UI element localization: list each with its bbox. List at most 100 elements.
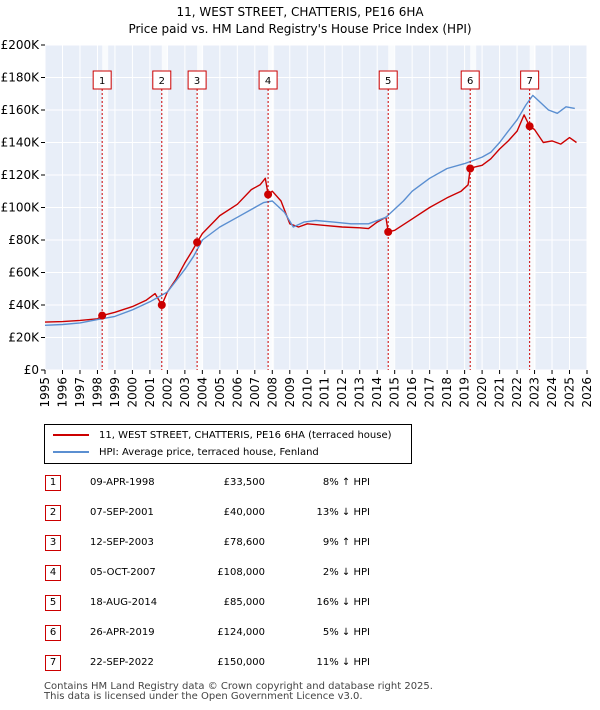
sale-markers: 1 2 3 4 5 6 7 bbox=[92, 70, 540, 370]
x-tick-label-2012: 2012 bbox=[335, 377, 349, 408]
x-tick-label-1995: 1995 bbox=[38, 377, 52, 408]
sale-label-6: 6 bbox=[467, 76, 473, 87]
sale-highlight-7 bbox=[529, 45, 536, 370]
x-tick-label-2023: 2023 bbox=[528, 377, 542, 408]
sale-price: £108,000 bbox=[217, 567, 265, 578]
legend-item-hpi: HPI: Average price, terraced house, Fenl… bbox=[53, 446, 319, 460]
x-tick-label-2019: 2019 bbox=[458, 377, 472, 408]
x-tick-label-2018: 2018 bbox=[440, 377, 454, 408]
sale-label-box-4 bbox=[258, 70, 278, 90]
x-tick-label-2025: 2025 bbox=[563, 377, 577, 408]
sale-price: £40,000 bbox=[223, 507, 265, 518]
y-tick-label-80000: £80K bbox=[8, 233, 40, 247]
legend: 11, WEST STREET, CHATTERIS, PE16 6HA (te… bbox=[44, 424, 412, 464]
sale-hpi-diff: 16% ↓ HPI bbox=[316, 597, 370, 608]
sale-highlight-4 bbox=[268, 45, 275, 370]
sale-hpi-diff: 9% ↑ HPI bbox=[322, 537, 370, 548]
x-tick-label-2001: 2001 bbox=[143, 377, 157, 408]
sale-price: £33,500 bbox=[223, 477, 265, 488]
x-tick-label-2002: 2002 bbox=[160, 377, 174, 408]
sale-date: 12-SEP-2003 bbox=[90, 537, 154, 548]
x-tick-label-2011: 2011 bbox=[318, 377, 332, 408]
series-line-hpi bbox=[44, 94, 575, 326]
y-tick-label-160000: £160K bbox=[1, 103, 41, 117]
x-tick-label-2020: 2020 bbox=[475, 377, 489, 408]
y-tick-label-140000: £140K bbox=[1, 136, 41, 150]
x-tick-label-2021: 2021 bbox=[493, 377, 507, 408]
x-tick-label-2017: 2017 bbox=[423, 377, 437, 408]
price-chart: 11, WEST STREET, CHATTERIS, PE16 6HA Pri… bbox=[1, 5, 594, 408]
sale-price: £85,000 bbox=[223, 597, 265, 608]
sale-point-4 bbox=[264, 190, 273, 199]
legend-label-hpi: HPI: Average price, terraced house, Fenl… bbox=[99, 447, 319, 458]
x-tick-label-2026: 2026 bbox=[580, 377, 594, 408]
y-tick-label-200000: £200K bbox=[1, 38, 41, 52]
sale-label-box-6 bbox=[460, 70, 480, 90]
sale-price: £78,600 bbox=[223, 537, 265, 548]
y-tick-label-0: £0 bbox=[24, 363, 39, 377]
sale-highlight-5 bbox=[388, 45, 395, 370]
sale-point-3 bbox=[193, 238, 202, 247]
sale-date: 22-SEP-2022 bbox=[90, 657, 154, 668]
legend-label-property: 11, WEST STREET, CHATTERIS, PE16 6HA (te… bbox=[99, 430, 392, 441]
x-tick-label-2016: 2016 bbox=[405, 377, 419, 408]
footer-copyright: Contains HM Land Registry data © Crown c… bbox=[44, 681, 433, 692]
x-tick-label-2010: 2010 bbox=[300, 377, 314, 408]
x-tick-label-2009: 2009 bbox=[283, 377, 297, 408]
x-tick-label-2004: 2004 bbox=[195, 377, 209, 408]
x-tick-label-2008: 2008 bbox=[265, 377, 279, 408]
x-tick-label-2000: 2000 bbox=[125, 377, 139, 408]
y-tick-label-20000: £20K bbox=[8, 331, 40, 345]
x-tick-label-2003: 2003 bbox=[178, 377, 192, 408]
sale-label-box-1 bbox=[92, 70, 112, 90]
sale-date: 05-OCT-2007 bbox=[90, 567, 156, 578]
x-tick-label-2013: 2013 bbox=[353, 377, 367, 408]
chart-title: 11, WEST STREET, CHATTERIS, PE16 6HA bbox=[176, 5, 424, 19]
sale-highlight-1 bbox=[102, 45, 109, 370]
sale-number: 3 bbox=[45, 535, 61, 551]
sale-price: £124,000 bbox=[217, 627, 265, 638]
x-tick-label-2005: 2005 bbox=[213, 377, 227, 408]
sale-highlight-6 bbox=[470, 45, 477, 370]
sale-highlight-3 bbox=[197, 45, 204, 370]
x-tick-label-1998: 1998 bbox=[90, 377, 104, 408]
sale-number: 7 bbox=[45, 655, 61, 671]
legend-item-property: 11, WEST STREET, CHATTERIS, PE16 6HA (te… bbox=[53, 429, 392, 443]
sale-row: 7 22-SEP-2022 £150,000 11% ↓ HPI bbox=[0, 648, 600, 678]
sale-label-7: 7 bbox=[526, 76, 532, 87]
sale-label-box-7 bbox=[520, 70, 540, 90]
x-tick-label-2014: 2014 bbox=[370, 377, 384, 408]
x-tick-label-2006: 2006 bbox=[230, 377, 244, 408]
footer-licence: This data is licensed under the Open Gov… bbox=[44, 691, 363, 702]
sale-hpi-diff: 8% ↑ HPI bbox=[322, 477, 370, 488]
legend-swatch-hpi bbox=[53, 451, 89, 453]
sale-date: 09-APR-1998 bbox=[90, 477, 155, 488]
sale-row: 2 07-SEP-2001 £40,000 13% ↓ HPI bbox=[0, 498, 600, 528]
sale-price: £150,000 bbox=[217, 657, 265, 668]
x-tick-label-2015: 2015 bbox=[388, 377, 402, 408]
x-axis: 1995 1996 1997 1998 1999 2000 2001 2002 2003 2004… bbox=[38, 370, 594, 408]
sale-number: 5 bbox=[45, 595, 61, 611]
sale-row: 6 26-APR-2019 £124,000 5% ↓ HPI bbox=[0, 618, 600, 648]
y-tick-label-40000: £40K bbox=[8, 298, 40, 312]
sale-date: 07-SEP-2001 bbox=[90, 507, 154, 518]
sale-point-2 bbox=[157, 301, 166, 309]
legend-swatch-property bbox=[53, 434, 89, 436]
sale-shading bbox=[102, 45, 536, 370]
x-tick-label-1996: 1996 bbox=[55, 377, 69, 408]
chart-subtitle: Price paid vs. HM Land Registry's House … bbox=[128, 22, 471, 36]
sale-label-3: 3 bbox=[194, 76, 200, 87]
sale-label-box-3 bbox=[187, 70, 207, 90]
footer: Contains HM Land Registry data © Crown c… bbox=[44, 682, 433, 702]
sale-label-2: 2 bbox=[159, 76, 165, 87]
sale-label-1: 1 bbox=[99, 76, 105, 87]
sale-date: 18-AUG-2014 bbox=[90, 597, 158, 608]
y-tick-label-60000: £60K bbox=[8, 266, 40, 280]
sale-label-box-5 bbox=[378, 70, 398, 90]
sale-hpi-diff: 11% ↓ HPI bbox=[316, 657, 370, 668]
sale-label-box-2 bbox=[152, 70, 172, 90]
sale-number: 6 bbox=[45, 625, 61, 641]
sale-label-5: 5 bbox=[385, 76, 391, 87]
sale-point-6 bbox=[466, 164, 475, 173]
x-tick-label-1997: 1997 bbox=[73, 377, 87, 408]
